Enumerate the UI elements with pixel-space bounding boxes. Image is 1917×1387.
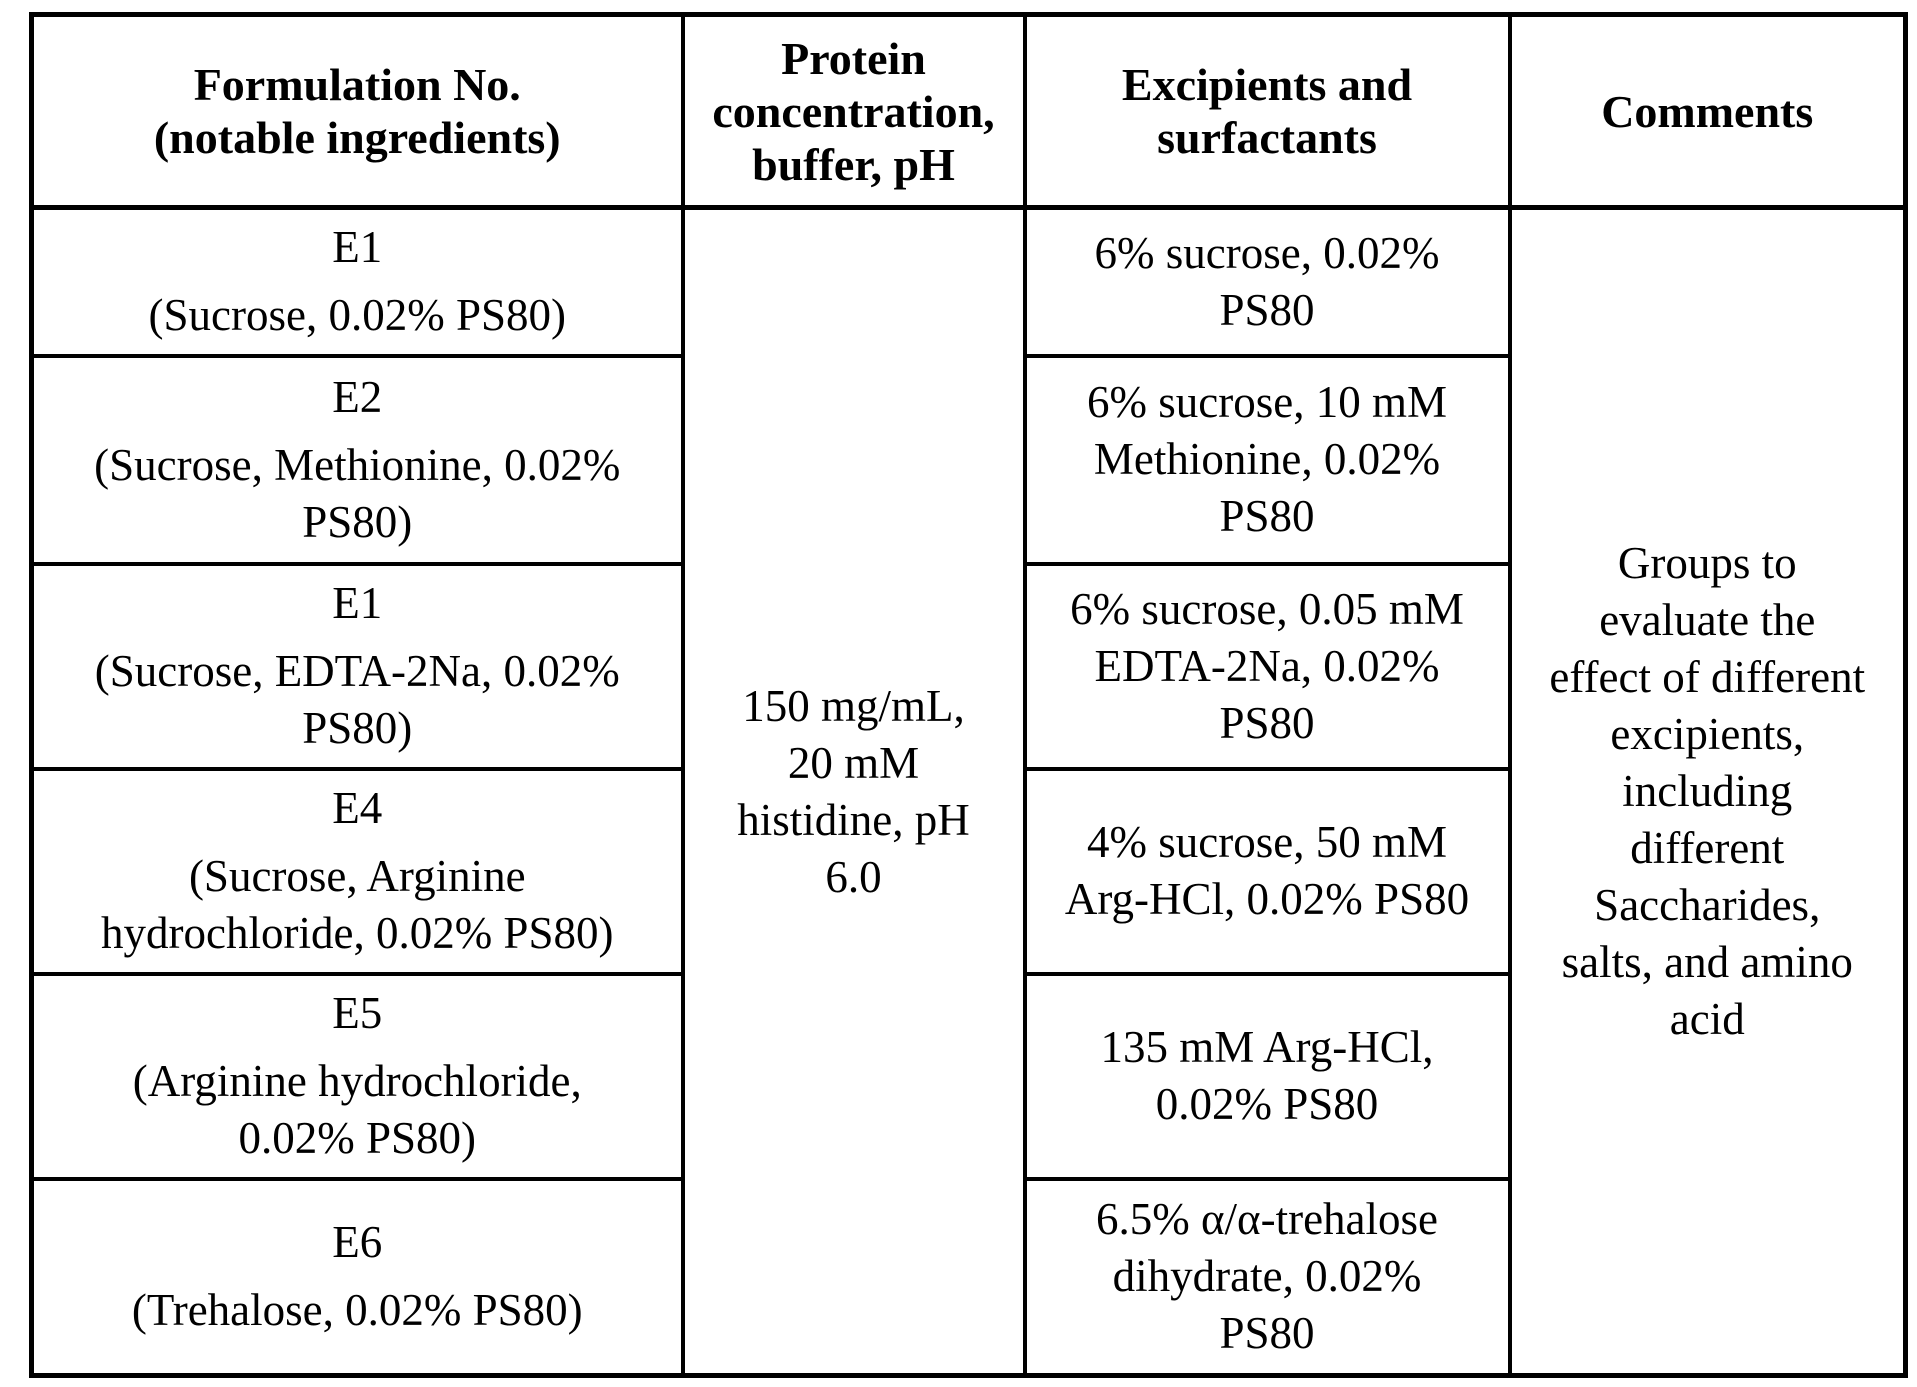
ingredients-text: (Sucrose, 0.02% PS80) xyxy=(148,290,566,341)
table-row: E4 (Sucrose, Arginine hydrochloride, 0.02… xyxy=(29,766,1906,976)
table-header-row: Formulation No. (notable ingredients) Pro… xyxy=(29,12,1908,210)
formulation-cell-row4: E4 (Sucrose, Arginine hydrochloride, 0.02… xyxy=(29,766,685,976)
formulation-cell-row2: E2 (Sucrose, Methionine, 0.02% PS80) xyxy=(29,353,685,566)
table-row: E1 (Sucrose, EDTA-2Na, 0.02% PS80) 6% suc… xyxy=(29,561,1906,771)
formulation-number: E1 xyxy=(332,222,383,273)
formulation-number: E2 xyxy=(332,371,383,422)
formulation-cell-row1: E1 (Sucrose, 0.02% PS80) xyxy=(29,205,685,358)
excipients-cell-row3: 6% sucrose, 0.05 mM EDTA-2Na, 0.02% PS80 xyxy=(1022,561,1512,771)
formulation-number: E1 xyxy=(332,578,383,628)
formulation-cell-row6: E6 (Trehalose, 0.02% PS80) xyxy=(29,1176,685,1378)
header-formulation-no: Formulation No. (notable ingredients) xyxy=(29,12,685,210)
ingredients-text: (Sucrose, EDTA-2Na, 0.02% PS80) xyxy=(94,646,620,753)
formulation-number: E6 xyxy=(332,1217,383,1268)
comments-cell: Groups to evaluate the effect of different… xyxy=(1507,205,1908,1378)
table-row: E1 (Sucrose, 0.02% PS80) 150 mg/mL, 20 mM… xyxy=(29,205,1908,1378)
header-excipients-surfactants: Excipients and surfactants xyxy=(1022,12,1512,210)
table-row: E2 (Sucrose, Methionine, 0.02% PS80) 6% s… xyxy=(29,353,1906,566)
ingredients-text: (Sucrose, Methionine, 0.02% PS80) xyxy=(94,439,621,547)
header-protein-concentration: Protein concentration, buffer, pH xyxy=(680,12,1027,210)
excipients-cell-row2: 6% sucrose, 10 mM Methionine, 0.02% PS80 xyxy=(1022,353,1512,566)
excipients-cell-row4: 4% sucrose, 50 mM Arg-HCl, 0.02% PS80 xyxy=(1022,766,1512,976)
ingredients-text: (Sucrose, Arginine hydrochloride, 0.02% P… xyxy=(101,851,614,958)
header-comments: Comments xyxy=(1507,12,1908,210)
excipients-cell-row1: 6% sucrose, 0.02% PS80 xyxy=(1022,205,1512,358)
excipients-cell-row6: 6.5% α/α-trehalose dihydrate, 0.02% PS80 xyxy=(1022,1176,1512,1378)
protein-concentration-cell: 150 mg/mL, 20 mM histidine, pH 6.0 xyxy=(680,205,1027,1378)
formulation-number: E4 xyxy=(332,783,383,833)
ingredients-text: (Arginine hydrochloride, 0.02% PS80) xyxy=(132,1056,582,1163)
formulation-cell-row5: E5 (Arginine hydrochloride, 0.02% PS80) xyxy=(29,971,685,1181)
ingredients-text: (Trehalose, 0.02% PS80) xyxy=(131,1285,583,1336)
formulation-cell-row3: E1 (Sucrose, EDTA-2Na, 0.02% PS80) xyxy=(29,561,685,771)
table-row: E5 (Arginine hydrochloride, 0.02% PS80) 1… xyxy=(29,971,1906,1181)
excipients-cell-row5: 135 mM Arg-HCl, 0.02% PS80 xyxy=(1022,971,1512,1181)
formulation-number: E5 xyxy=(332,988,383,1038)
formulation-table: Formulation No. (notable ingredients) Pro… xyxy=(29,12,1908,1378)
table-row: E6 (Trehalose, 0.02% PS80) 6.5% α/α-treh… xyxy=(29,1176,1906,1378)
